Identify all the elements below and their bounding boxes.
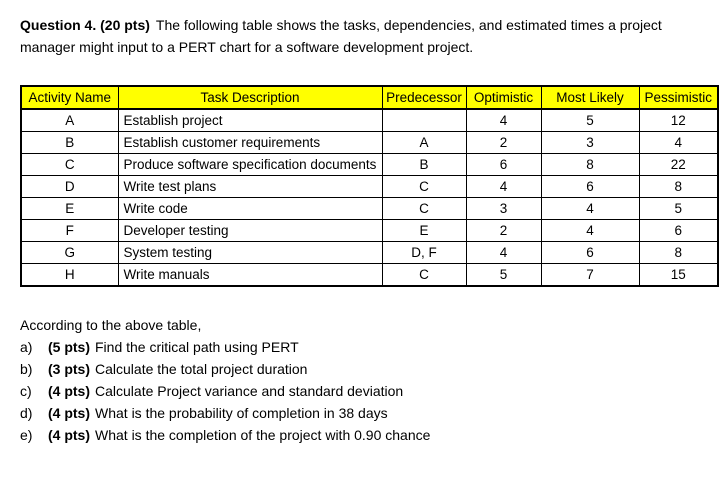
activity-cell: F	[20, 219, 119, 242]
item-marker: d)	[20, 405, 33, 421]
pessimistic-cell: 5	[638, 197, 719, 220]
most-likely-cell: 4	[540, 219, 640, 242]
item-text: Calculate Project variance and standard …	[95, 383, 404, 399]
question-paragraph: Question 4. (20 pts) The following table …	[20, 14, 712, 58]
column-header-activity-name: Activity Name	[20, 85, 119, 110]
predecessor-cell: B	[381, 153, 467, 176]
table-row: F Developer testing E 2 4 6	[20, 219, 719, 242]
activity-cell: G	[20, 241, 119, 264]
pessimistic-cell: 12	[638, 108, 719, 132]
pessimistic-cell: 22	[638, 153, 719, 176]
pessimistic-cell: 6	[638, 219, 719, 242]
item-body: (4 pts) What is the completion of the pro…	[48, 424, 430, 446]
column-header-task-description: Task Description	[117, 85, 383, 110]
pert-input-table: Activity Name Task Description Predecess…	[20, 85, 719, 287]
activity-cell: E	[20, 197, 119, 220]
activity-cell: H	[20, 263, 119, 287]
predecessor-cell: D, F	[381, 241, 467, 264]
pessimistic-cell: 8	[638, 175, 719, 198]
column-header-optimistic: Optimistic	[465, 85, 542, 110]
item-marker: c)	[20, 383, 32, 399]
table-row: B Establish customer requirements A 2 3 …	[20, 131, 719, 154]
description-cell: Write code	[117, 197, 383, 220]
activity-cell: A	[20, 108, 119, 132]
predecessor-cell: E	[381, 219, 467, 242]
activity-cell: C	[20, 153, 119, 176]
table-row: C Produce software specification documen…	[20, 153, 719, 176]
optimistic-cell: 2	[465, 219, 542, 242]
item-body: (3 pts) Calculate the total project durat…	[48, 358, 307, 380]
table-header-row: Activity Name Task Description Predecess…	[20, 85, 719, 110]
most-likely-cell: 6	[540, 241, 640, 264]
most-likely-cell: 7	[540, 263, 640, 287]
item-text: Calculate the total project duration	[95, 361, 308, 377]
item-body: (5 pts) Find the critical path using PERT	[48, 336, 299, 358]
item-points: (3 pts)	[48, 361, 90, 377]
item-marker: b)	[20, 361, 33, 377]
description-cell: Produce software specification documents	[117, 153, 383, 176]
column-header-most-likely: Most Likely	[540, 85, 640, 110]
description-cell: Establish customer requirements	[117, 131, 383, 154]
column-header-predecessor: Predecessor	[381, 85, 467, 110]
item-marker: e)	[20, 427, 33, 443]
pessimistic-cell: 8	[638, 241, 719, 264]
predecessor-cell: A	[381, 131, 467, 154]
followup-intro: According to the above table,	[20, 317, 202, 333]
predecessor-cell: C	[381, 175, 467, 198]
item-marker: a)	[20, 339, 33, 355]
optimistic-cell: 6	[465, 153, 542, 176]
optimistic-cell: 4	[465, 175, 542, 198]
item-text: What is the probability of completion in…	[95, 405, 388, 421]
table-row: E Write code C 3 4 5	[20, 197, 719, 220]
activity-cell: D	[20, 175, 119, 198]
question-label: Question 4. (20 pts)	[20, 17, 150, 33]
item-body: (4 pts) What is the probability of comple…	[48, 402, 388, 424]
list-item: a) (5 pts) Find the critical path using P…	[20, 336, 710, 358]
table-row: H Write manuals C 5 7 15	[20, 263, 719, 287]
most-likely-cell: 3	[540, 131, 640, 154]
activity-cell: B	[20, 131, 119, 154]
most-likely-cell: 6	[540, 175, 640, 198]
most-likely-cell: 4	[540, 197, 640, 220]
item-text: Find the critical path using PERT	[95, 339, 299, 355]
item-points: (5 pts)	[48, 339, 90, 355]
description-cell: System testing	[117, 241, 383, 264]
description-cell: Developer testing	[117, 219, 383, 242]
item-points: (4 pts)	[48, 427, 90, 443]
list-item: d) (4 pts) What is the probability of com…	[20, 402, 710, 424]
optimistic-cell: 4	[465, 108, 542, 132]
followup-list: a) (5 pts) Find the critical path using P…	[20, 336, 710, 446]
description-cell: Establish project	[117, 108, 383, 132]
list-item: e) (4 pts) What is the completion of the …	[20, 424, 710, 446]
list-item: b) (3 pts) Calculate the total project du…	[20, 358, 710, 380]
optimistic-cell: 4	[465, 241, 542, 264]
item-body: (4 pts) Calculate Project variance and st…	[48, 380, 403, 402]
item-points: (4 pts)	[48, 383, 90, 399]
item-text: What is the completion of the project wi…	[95, 427, 431, 443]
optimistic-cell: 5	[465, 263, 542, 287]
item-points: (4 pts)	[48, 405, 90, 421]
pessimistic-cell: 15	[638, 263, 719, 287]
description-cell: Write manuals	[117, 263, 383, 287]
pessimistic-cell: 4	[638, 131, 719, 154]
column-header-pessimistic: Pessimistic	[638, 85, 719, 110]
predecessor-cell: C	[381, 263, 467, 287]
table-row: G System testing D, F 4 6 8	[20, 241, 719, 264]
question-text: The following table shows the tasks, dep…	[20, 17, 662, 55]
table-row: A Establish project 4 5 12	[20, 108, 719, 132]
description-cell: Write test plans	[117, 175, 383, 198]
predecessor-cell: C	[381, 197, 467, 220]
table-row: D Write test plans C 4 6 8	[20, 175, 719, 198]
most-likely-cell: 8	[540, 153, 640, 176]
optimistic-cell: 2	[465, 131, 542, 154]
list-item: c) (4 pts) Calculate Project variance and…	[20, 380, 710, 402]
predecessor-cell	[381, 108, 467, 132]
most-likely-cell: 5	[540, 108, 640, 132]
optimistic-cell: 3	[465, 197, 542, 220]
